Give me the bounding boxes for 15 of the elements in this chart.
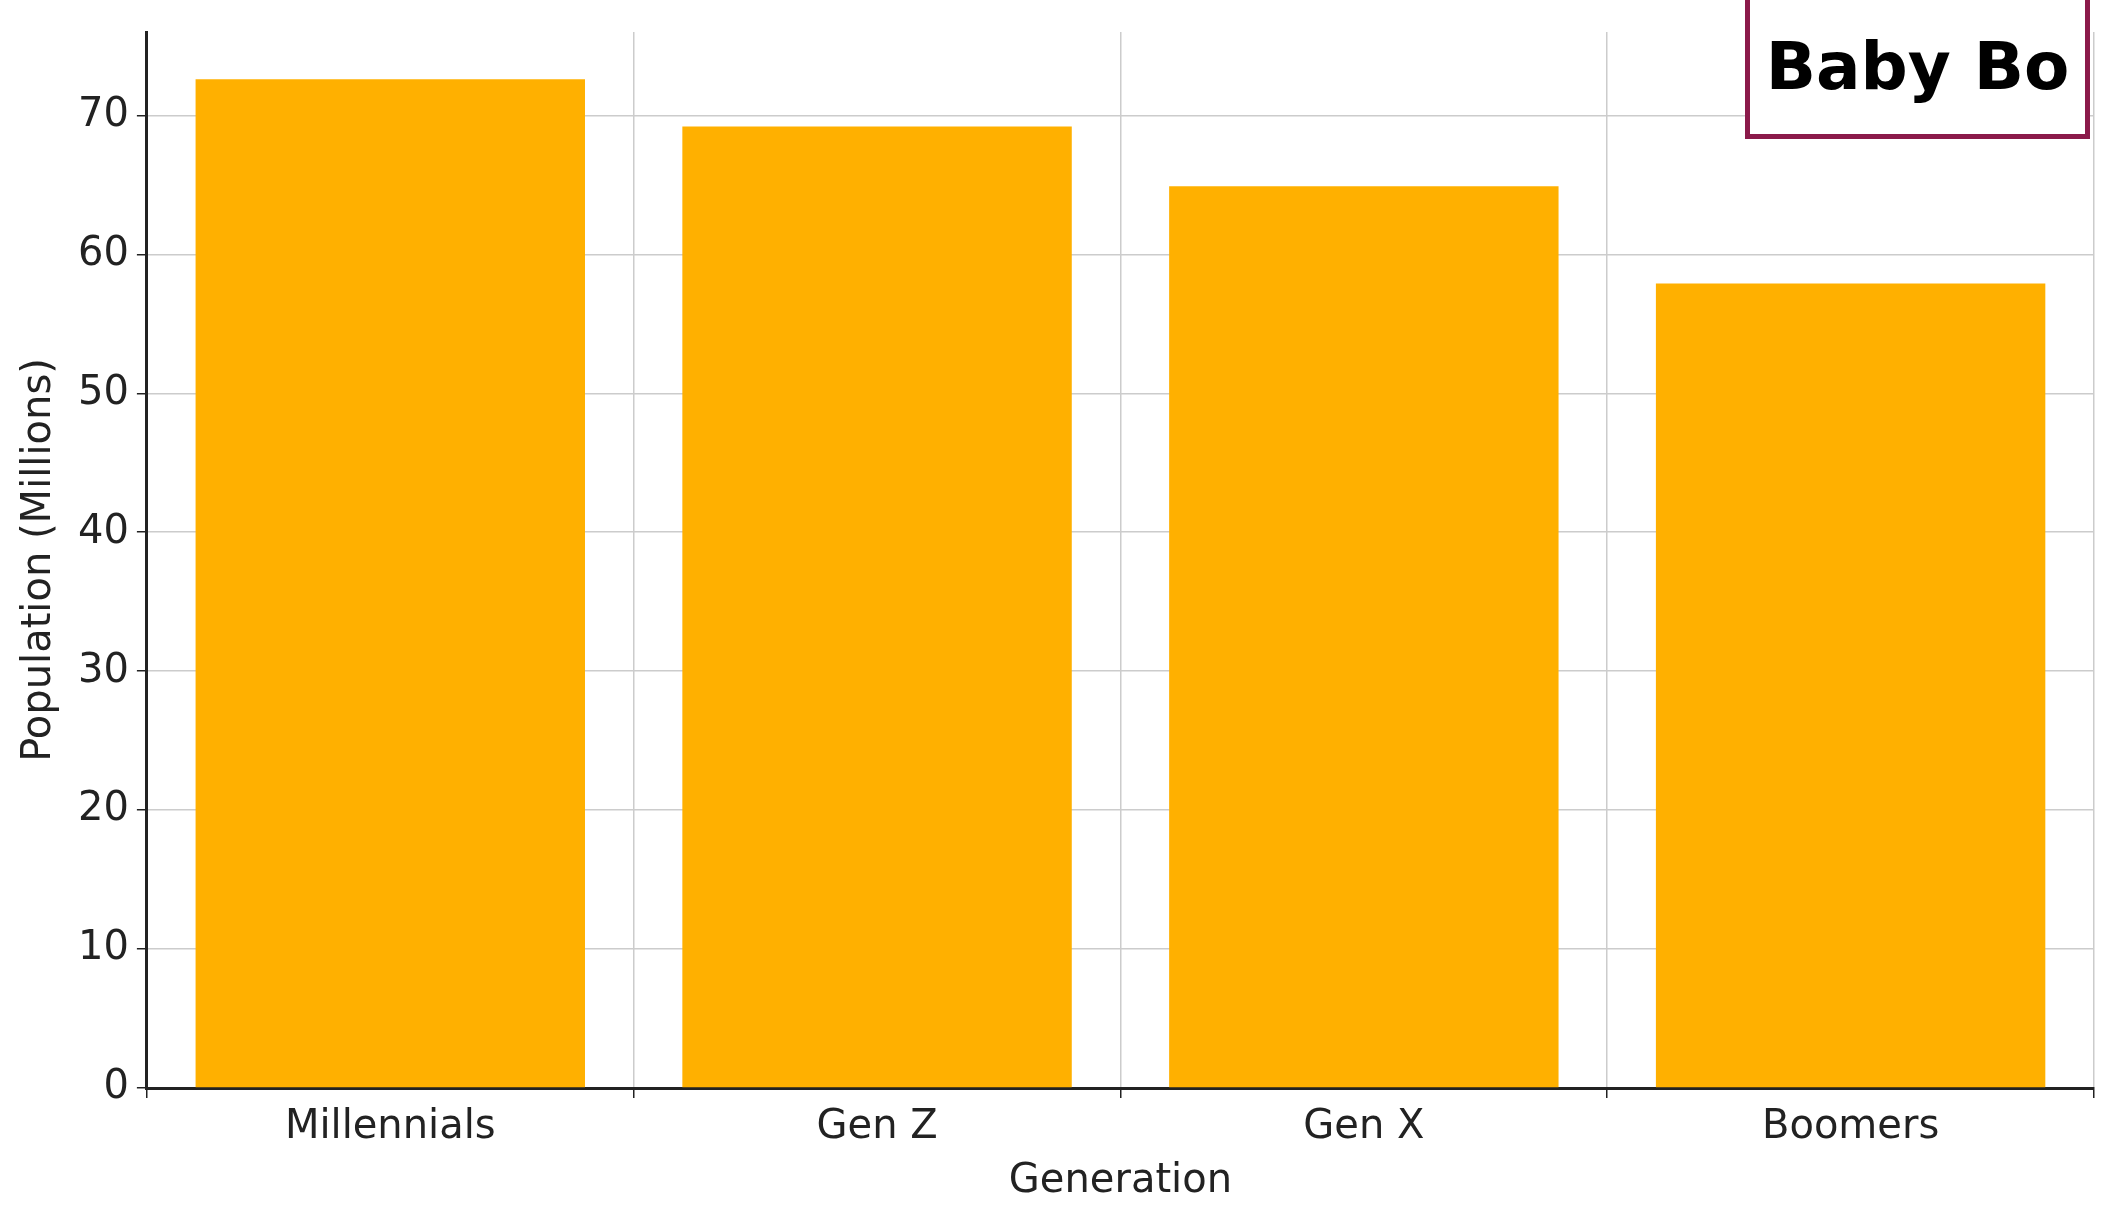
- y-axis-title: Population (Millions): [13, 358, 60, 762]
- annotation: Baby Bo: [1745, 0, 2090, 139]
- x-tick-label: Millennials: [284, 1101, 496, 1148]
- y-tick-label: 0: [103, 1061, 129, 1108]
- y-tick-label: 60: [77, 227, 129, 274]
- y-tick-label: 40: [77, 505, 129, 552]
- x-tick-label: Boomers: [1761, 1101, 1940, 1148]
- y-tick-label: 70: [77, 88, 129, 135]
- y-tick-label: 30: [77, 644, 129, 691]
- y-tick-label: 50: [77, 366, 129, 413]
- x-tick-label: Gen X: [1303, 1101, 1425, 1148]
- y-tick-label: 10: [77, 922, 129, 969]
- y-tick-label: 20: [77, 783, 129, 830]
- x-axis-title: Generation: [1008, 1155, 1233, 1202]
- x-tick-label: Gen Z: [816, 1101, 938, 1148]
